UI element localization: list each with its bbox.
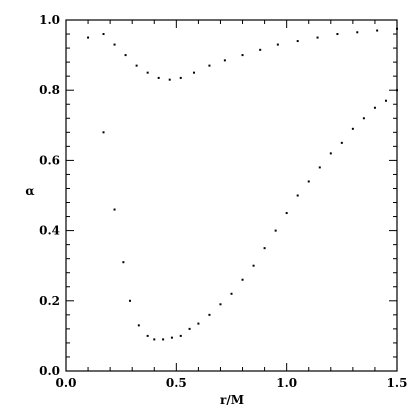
x-tick-label: 0.0 <box>56 376 77 390</box>
data-points <box>87 27 398 341</box>
series-2-point <box>307 180 310 183</box>
x-tick-label: 1.5 <box>387 376 408 390</box>
series-2-point <box>362 117 365 120</box>
series-2-point <box>179 334 182 337</box>
y-axis-label: α <box>25 184 34 198</box>
series-2-point <box>208 313 211 316</box>
series-2-point <box>396 89 398 92</box>
plot-frame <box>65 19 398 372</box>
series-1-point <box>208 64 211 67</box>
series-2-point <box>252 264 255 267</box>
y-tick-label: 0.4 <box>39 224 60 238</box>
series-2-point <box>113 208 116 211</box>
series-2-point <box>274 229 277 232</box>
axis-ticks <box>65 19 398 372</box>
series-2-point <box>146 334 149 337</box>
series-2-point <box>329 152 332 155</box>
series-2-point <box>170 336 173 339</box>
series-2-point <box>219 303 222 306</box>
series-2-point <box>285 212 288 215</box>
series-1-point <box>124 54 127 57</box>
series-2-point <box>296 194 299 197</box>
series-2-point <box>122 261 125 264</box>
series-1-point <box>296 40 299 43</box>
series-2-point <box>340 141 343 144</box>
series-1-point <box>259 48 262 51</box>
x-tick-label: 1.0 <box>276 376 297 390</box>
tick-labels: 0.0 0.5 1.0 1.5 0.0 0.2 0.4 0.6 0.8 1.0 <box>39 13 407 390</box>
x-axis-label: r/M <box>220 393 244 407</box>
series-1-point <box>87 36 90 39</box>
series-2-point <box>263 247 266 250</box>
series-1-point <box>192 71 195 74</box>
series-2-point <box>230 292 233 295</box>
series-2-point <box>241 278 244 281</box>
series-2-point <box>373 106 376 109</box>
x-tick-label: 0.5 <box>166 376 187 390</box>
series-2-point <box>188 327 191 330</box>
series-1-point <box>157 76 160 79</box>
y-tick-label: 0.6 <box>39 153 60 167</box>
series-1-point <box>168 78 171 81</box>
series-1-point <box>336 33 339 36</box>
series-2-point <box>162 338 165 341</box>
series-2-point <box>153 338 156 341</box>
y-tick-label: 0.0 <box>39 364 60 378</box>
series-1-point <box>276 43 279 46</box>
series-1-point <box>179 76 182 79</box>
series-1-point <box>102 33 105 36</box>
y-tick-label: 0.8 <box>39 83 60 97</box>
series-1-point <box>223 59 226 62</box>
series-2-point <box>102 131 105 134</box>
series-2-point <box>318 166 321 169</box>
series-1-point <box>135 64 138 67</box>
series-2-point <box>351 127 354 130</box>
series-2-point <box>384 99 387 102</box>
series-2-point <box>197 322 200 325</box>
series-1-point <box>241 54 244 57</box>
y-tick-label: 0.2 <box>39 294 60 308</box>
y-tick-label: 1.0 <box>39 13 60 27</box>
series-1-point <box>396 27 398 30</box>
series-2-point <box>137 324 140 327</box>
series-1-point <box>146 71 149 74</box>
series-1-point <box>356 31 359 34</box>
series-1-point <box>376 29 379 32</box>
series-1-point <box>316 36 319 39</box>
series-2-point <box>128 299 131 302</box>
series-1-point <box>113 43 116 46</box>
